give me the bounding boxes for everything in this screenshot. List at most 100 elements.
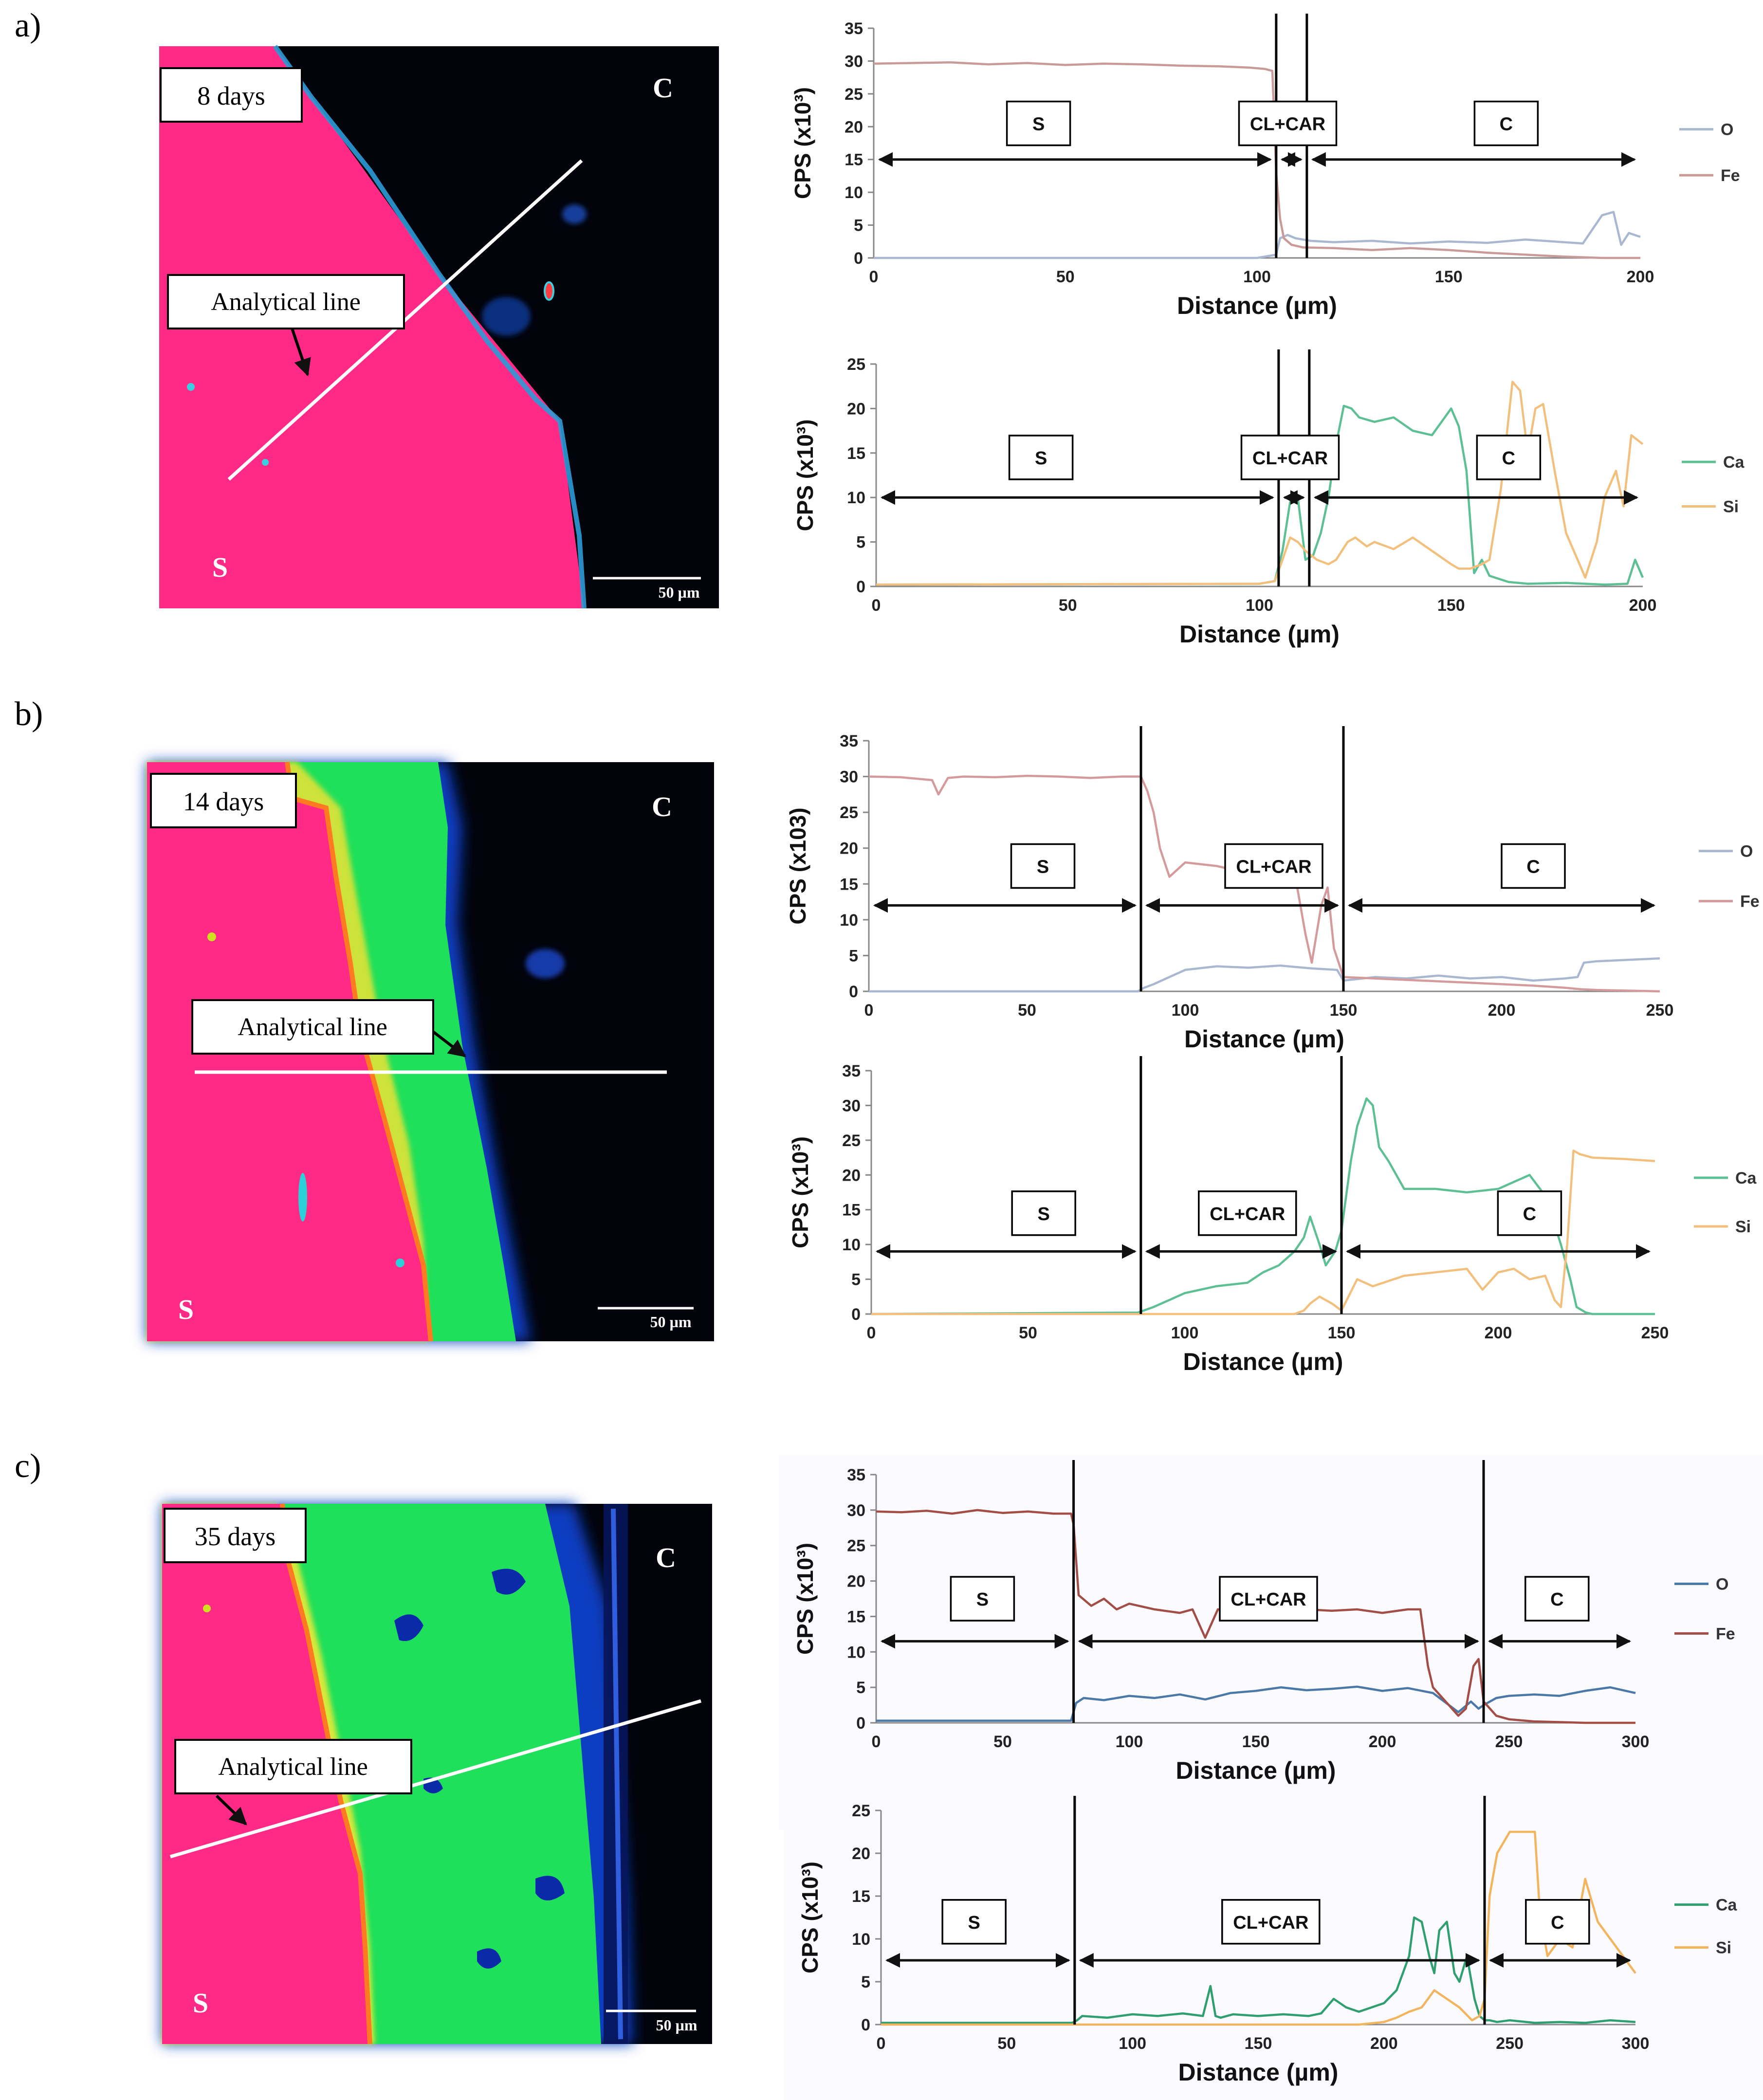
zone-label-box xyxy=(941,1899,1007,1945)
zone-label-box xyxy=(1219,1576,1318,1622)
analytical-line-label-box xyxy=(174,1739,412,1794)
zone-label-box xyxy=(1497,1190,1562,1236)
zone-label-s: S xyxy=(968,1913,980,1933)
x-tick-label: 0 xyxy=(869,268,879,286)
x-tick-label: 250 xyxy=(1495,1733,1523,1751)
y-tick-label: 10 xyxy=(840,911,858,930)
x-tick-label: 200 xyxy=(1369,1733,1396,1751)
zone-label-cl-car: CL+CAR xyxy=(1233,1913,1308,1933)
x-tick-label: 0 xyxy=(872,1733,881,1751)
region-c-label: C xyxy=(653,72,673,104)
series-line-o xyxy=(876,1685,1636,1722)
x-tick-label: 300 xyxy=(1622,1733,1650,1751)
x-tick-label: 100 xyxy=(1116,1733,1143,1751)
zone-label-s: S xyxy=(1032,114,1045,135)
x-tick-label: 50 xyxy=(1018,1001,1036,1020)
x-tick-label: 0 xyxy=(867,1324,876,1342)
y-tick-label: 15 xyxy=(847,444,865,463)
y-tick-label: 15 xyxy=(842,1201,861,1220)
y-tick-label: 15 xyxy=(847,1607,865,1626)
x-tick-label: 200 xyxy=(1488,1001,1516,1020)
zone-label-cl-car: CL+CAR xyxy=(1250,114,1325,135)
zone-label-cl-car: CL+CAR xyxy=(1210,1204,1285,1224)
y-tick-label: 0 xyxy=(854,249,863,268)
zone-label-box xyxy=(1240,435,1340,480)
legend-label-fe: Fe xyxy=(1740,893,1760,911)
y-tick-label: 20 xyxy=(847,400,865,418)
x-tick-label: 0 xyxy=(877,2034,886,2053)
x-tick-label: 200 xyxy=(1629,596,1657,615)
analytical-line-label: Analytical line xyxy=(211,288,361,316)
y-tick-label: 15 xyxy=(840,875,858,894)
micrograph-35-days: 35 days C S Analytical line 50 µm xyxy=(162,1503,712,2045)
x-tick-label: 50 xyxy=(1059,596,1077,615)
y-tick-label: 10 xyxy=(847,489,865,507)
zone-label-box xyxy=(1238,100,1338,146)
y-tick-label: 15 xyxy=(845,151,863,169)
x-tick-label: 150 xyxy=(1435,268,1463,286)
y-tick-label: 30 xyxy=(842,1096,861,1115)
y-tick-label: 25 xyxy=(847,1537,865,1555)
x-axis-label: Distance (µm) xyxy=(1179,621,1340,648)
y-axis-label: CPS (x10³) xyxy=(788,1136,813,1248)
y-tick-label: 5 xyxy=(854,217,863,235)
region-s-label: S xyxy=(212,551,228,583)
y-tick-label: 0 xyxy=(856,1714,865,1733)
analytical-line-label: Analytical line xyxy=(218,1753,368,1781)
zone-label-box xyxy=(1198,1190,1297,1236)
y-tick-label: 25 xyxy=(847,355,865,374)
chart-35-days-o-fe: 0 5 10 15 20 25 30 35 0 50 100 150 200 250 300 Distance… xyxy=(779,1455,1763,1830)
legend-label-ca: Ca xyxy=(1735,1169,1757,1187)
x-tick-label: 100 xyxy=(1171,1324,1199,1342)
analytical-line-label-box xyxy=(191,999,434,1055)
y-tick-label: 10 xyxy=(845,183,863,202)
analytical-line-label: Analytical line xyxy=(238,1013,387,1041)
analytical-line-label-box xyxy=(167,274,405,329)
panel-label-c: c) xyxy=(15,1447,41,1485)
legend-label-ca: Ca xyxy=(1723,453,1745,472)
x-axis-label: Distance (µm) xyxy=(1184,1025,1344,1053)
zone-label-box xyxy=(1008,435,1074,480)
x-tick-label: 200 xyxy=(1485,1324,1512,1342)
x-axis-label: Distance (µm) xyxy=(1178,2059,1339,2086)
x-tick-label: 50 xyxy=(997,2034,1016,2053)
y-tick-label: 5 xyxy=(856,1679,865,1697)
chart-14-days-o-fe: 0 5 10 15 20 25 30 35 0 50 100 150 200 250 Distance (µ… xyxy=(785,726,1760,1053)
days-label: 14 days xyxy=(183,787,264,816)
y-axis-label: CPS (x103) xyxy=(785,807,810,924)
y-tick-label: 5 xyxy=(851,1271,861,1289)
x-tick-label: 150 xyxy=(1242,1733,1270,1751)
zone-label-c: C xyxy=(1551,1913,1564,1933)
panel-label-b: b) xyxy=(15,695,43,733)
y-axis-label: CPS (x10³) xyxy=(792,419,818,531)
region-c-label: C xyxy=(652,791,672,822)
x-tick-label: 150 xyxy=(1330,1001,1358,1020)
zone-label-s: S xyxy=(1038,1204,1050,1224)
zone-label-box xyxy=(1224,843,1323,889)
y-tick-label: 0 xyxy=(851,1305,861,1324)
y-tick-label: 5 xyxy=(861,1973,870,1991)
y-tick-label: 35 xyxy=(842,1062,861,1080)
zone-label-c: C xyxy=(1523,1204,1536,1224)
x-tick-label: 100 xyxy=(1119,2034,1146,2053)
y-tick-label: 20 xyxy=(852,1844,870,1863)
zone-label-c: C xyxy=(1526,857,1540,877)
y-tick-label: 20 xyxy=(842,1166,861,1185)
scale-bar-label: 50 µm xyxy=(658,584,699,601)
y-axis-label: CPS (x10³) xyxy=(792,1543,818,1655)
legend-label-ca: Ca xyxy=(1716,1896,1738,1915)
panel-label-a: a) xyxy=(15,7,41,44)
x-axis-label: Distance (µm) xyxy=(1176,1757,1336,1784)
region-c-label: C xyxy=(656,1542,676,1573)
zone-label-box xyxy=(1473,100,1539,146)
micrograph-14-days: 14 days C S Analytical line 50 µm xyxy=(147,762,714,1342)
zone-label-box xyxy=(1501,843,1566,889)
y-tick-label: 20 xyxy=(840,840,858,858)
x-tick-label: 250 xyxy=(1646,1001,1674,1020)
scale-bar-label: 50 µm xyxy=(656,2016,697,2034)
y-tick-label: 30 xyxy=(845,52,863,71)
zone-label-box xyxy=(950,1576,1015,1622)
y-tick-label: 15 xyxy=(852,1887,870,1906)
